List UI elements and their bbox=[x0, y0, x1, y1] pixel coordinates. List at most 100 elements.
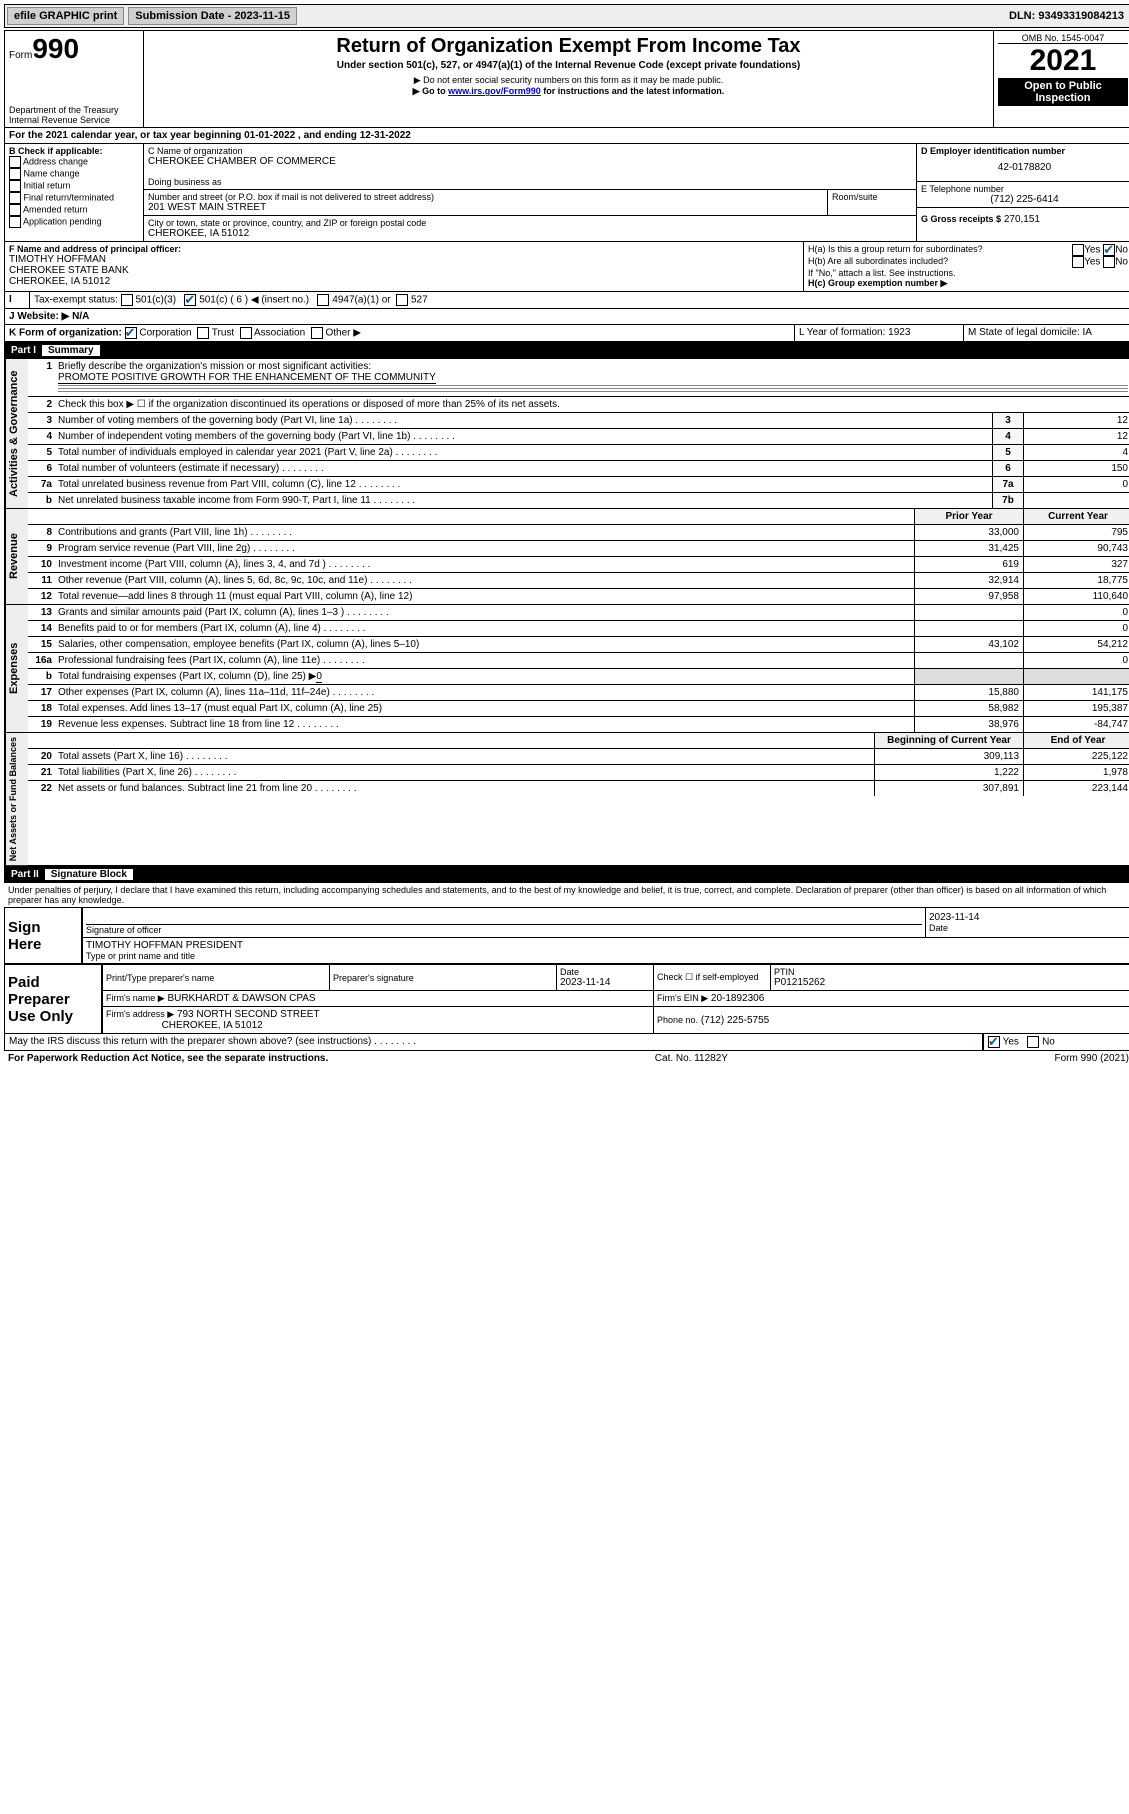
check-address-change[interactable] bbox=[9, 156, 21, 168]
discuss-yes[interactable] bbox=[988, 1036, 1000, 1048]
l4-desc: Number of independent voting members of … bbox=[54, 429, 992, 444]
taxstatus-row: I Tax-exempt status: 501(c)(3) 501(c) ( … bbox=[4, 292, 1129, 309]
l15-c: 54,212 bbox=[1023, 637, 1129, 652]
l12-c: 110,640 bbox=[1023, 589, 1129, 604]
sig-name: TIMOTHY HOFFMAN PRESIDENT bbox=[86, 940, 1129, 951]
l7a-desc: Total unrelated business revenue from Pa… bbox=[54, 477, 992, 492]
ln4-num: 4 bbox=[28, 429, 54, 444]
ln11-num: 11 bbox=[28, 573, 54, 588]
l21-desc: Total liabilities (Part X, line 26) bbox=[54, 765, 874, 780]
form-subtitle: Under section 501(c), 527, or 4947(a)(1)… bbox=[148, 60, 989, 71]
mission-text: PROMOTE POSITIVE GROWTH FOR THE ENHANCEM… bbox=[58, 372, 436, 384]
check-501c[interactable] bbox=[184, 294, 196, 306]
hdr-eoy: End of Year bbox=[1023, 733, 1129, 748]
website-lbl: J Website: ▶ bbox=[9, 311, 69, 322]
l5-val: 4 bbox=[1023, 445, 1129, 460]
check-trust[interactable] bbox=[197, 327, 209, 339]
hb-yes[interactable] bbox=[1072, 256, 1084, 268]
l13-p bbox=[914, 605, 1023, 620]
ln18-num: 18 bbox=[28, 701, 54, 716]
check-501c3[interactable] bbox=[121, 294, 133, 306]
form-990-text: 990 bbox=[32, 33, 79, 64]
note-goto-post: for instructions and the latest informat… bbox=[541, 86, 725, 96]
footer-mid: Cat. No. 11282Y bbox=[655, 1053, 728, 1064]
l-year: L Year of formation: 1923 bbox=[795, 325, 964, 341]
phone-value: (712) 225-6414 bbox=[921, 194, 1128, 205]
check-corp[interactable] bbox=[125, 327, 137, 339]
k-lbl: K Form of organization: bbox=[9, 328, 122, 339]
prep-name-lbl: Print/Type preparer's name bbox=[106, 973, 326, 983]
l4-val: 12 bbox=[1023, 429, 1129, 444]
check-assoc[interactable] bbox=[240, 327, 252, 339]
period-row: For the 2021 calendar year, or tax year … bbox=[4, 128, 1129, 144]
l17-p: 15,880 bbox=[914, 685, 1023, 700]
l5-box: 5 bbox=[992, 445, 1023, 460]
ln20-num: 20 bbox=[28, 749, 54, 764]
l17-c: 141,175 bbox=[1023, 685, 1129, 700]
officer-line2: CHEROKEE STATE BANK bbox=[9, 265, 799, 276]
tax-year: 2021 bbox=[998, 44, 1128, 78]
ha-no[interactable] bbox=[1103, 244, 1115, 256]
check-4947[interactable] bbox=[317, 294, 329, 306]
l16b-c bbox=[1023, 669, 1129, 684]
declaration-text: Under penalties of perjury, I declare th… bbox=[4, 883, 1129, 907]
part2-bar: Part II Signature Block bbox=[4, 866, 1129, 883]
l15-p: 43,102 bbox=[914, 637, 1023, 652]
section-revenue: Revenue Prior YearCurrent Year 8Contribu… bbox=[4, 509, 1129, 605]
l12-desc: Total revenue—add lines 8 through 11 (mu… bbox=[54, 589, 914, 604]
check-name-change[interactable] bbox=[9, 168, 21, 180]
org-name: CHEROKEE CHAMBER OF COMMERCE bbox=[148, 156, 912, 167]
org-street: 201 WEST MAIN STREET bbox=[148, 202, 823, 213]
officer-name: TIMOTHY HOFFMAN bbox=[9, 254, 799, 265]
l19-c: -84,747 bbox=[1023, 717, 1129, 732]
side-expenses: Expenses bbox=[5, 605, 28, 732]
check-527[interactable] bbox=[396, 294, 408, 306]
l18-c: 195,387 bbox=[1023, 701, 1129, 716]
l8-p: 33,000 bbox=[914, 525, 1023, 540]
l3-desc: Number of voting members of the governin… bbox=[54, 413, 992, 428]
m-state: M State of legal domicile: IA bbox=[964, 325, 1129, 341]
firmein-val: 20-1892306 bbox=[711, 993, 764, 1004]
q1-text: Briefly describe the organization's miss… bbox=[58, 361, 371, 372]
q2-text: Check this box ▶ ☐ if the organization d… bbox=[54, 397, 1129, 412]
l9-desc: Program service revenue (Part VIII, line… bbox=[54, 541, 914, 556]
part2-label: Part II bbox=[11, 869, 39, 880]
hdr-boy: Beginning of Current Year bbox=[874, 733, 1023, 748]
l16b-val: 0 bbox=[316, 671, 322, 683]
addr-lbl: Number and street (or P.O. box if mail i… bbox=[148, 192, 823, 202]
footer-right-text: Form 990 (2021) bbox=[1055, 1053, 1129, 1064]
part1-bar: Part I Summary bbox=[4, 342, 1129, 359]
l8-c: 795 bbox=[1023, 525, 1129, 540]
l20-e: 225,122 bbox=[1023, 749, 1129, 764]
check-application-pending[interactable] bbox=[9, 216, 21, 228]
irs-link[interactable]: www.irs.gov/Form990 bbox=[448, 86, 541, 96]
check-initial-return[interactable] bbox=[9, 180, 21, 192]
form-title: Return of Organization Exempt From Incom… bbox=[148, 35, 989, 58]
note-goto-pre: ▶ Go to bbox=[413, 86, 448, 96]
ln17-num: 17 bbox=[28, 685, 54, 700]
discuss-no[interactable] bbox=[1027, 1036, 1039, 1048]
note-ssn: ▶ Do not enter social security numbers o… bbox=[148, 75, 989, 86]
ha-yes[interactable] bbox=[1072, 244, 1084, 256]
submission-date-button[interactable]: Submission Date - 2023-11-15 bbox=[128, 7, 297, 25]
form-number: Form990 bbox=[9, 33, 139, 65]
l16a-p bbox=[914, 653, 1023, 668]
l9-p: 31,425 bbox=[914, 541, 1023, 556]
website-val: N/A bbox=[72, 311, 89, 322]
firmname-lbl: Firm's name ▶ bbox=[106, 993, 165, 1003]
lbl-application-pending: Application pending bbox=[23, 216, 102, 226]
part2-title: Signature Block bbox=[45, 869, 133, 880]
hb-yes-lbl: Yes bbox=[1084, 257, 1100, 268]
ln12-num: 12 bbox=[28, 589, 54, 604]
check-final-return[interactable] bbox=[9, 192, 21, 204]
l7a-box: 7a bbox=[992, 477, 1023, 492]
ln16b-num: b bbox=[28, 669, 54, 684]
l20-b: 309,113 bbox=[874, 749, 1023, 764]
check-amended-return[interactable] bbox=[9, 204, 21, 216]
efile-print-button[interactable]: efile GRAPHIC print bbox=[7, 7, 124, 25]
gross-receipts: 270,151 bbox=[1004, 214, 1040, 225]
hb-no[interactable] bbox=[1103, 256, 1115, 268]
room-lbl: Room/suite bbox=[832, 192, 912, 202]
ln8-num: 8 bbox=[28, 525, 54, 540]
check-other[interactable] bbox=[311, 327, 323, 339]
